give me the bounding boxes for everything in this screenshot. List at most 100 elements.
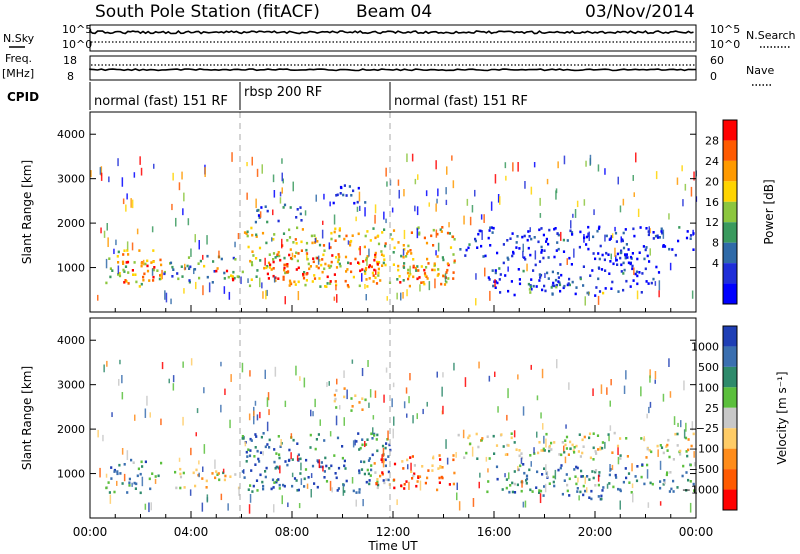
data-cell [569,447,572,450]
data-cell [382,261,385,265]
data-cell [650,281,653,285]
data-cell [563,479,566,482]
data-cell [187,256,191,259]
scatter-echo [102,434,104,442]
scatter-echo [408,396,410,404]
scatter-echo [264,257,266,266]
scatter-echo [617,456,620,465]
data-cell [126,249,129,252]
scatter-echo [310,473,313,479]
data-cell [412,474,415,478]
data-cell [575,444,578,448]
scatter-echo [241,362,244,373]
colorbar-segment [723,201,737,223]
data-cell [567,282,570,285]
data-cell [273,233,276,236]
scatter-echo [658,280,661,291]
data-cell [259,451,263,454]
data-cell [474,239,477,243]
data-cell [554,227,557,230]
colorbar-segment [723,448,737,470]
scatter-echo [279,465,281,474]
data-cell [538,279,541,282]
data-cell [373,258,376,262]
data-cell [364,201,367,204]
data-cell [502,445,505,448]
data-cell [198,276,201,280]
scatter-echo [488,375,491,382]
data-cell [641,272,644,275]
nsky-trace [89,29,694,35]
data-cell [601,489,604,492]
data-cell [322,253,325,257]
data-cell [123,270,126,273]
scatter-echo [583,199,586,206]
data-cell [420,281,423,284]
data-cell [194,484,197,488]
data-cell [359,446,362,450]
nsky-panel [89,24,697,52]
scatter-echo [284,400,287,408]
data-cell [370,468,373,472]
scatter-echo [485,456,488,462]
data-cell [679,453,682,456]
data-cell [566,239,569,242]
scatter-echo [182,361,184,368]
scatter-echo [172,172,174,181]
x-tick-label: 12:00 [376,525,411,539]
data-cell [245,232,248,235]
data-cell [313,274,316,277]
scatter-echo [355,216,357,222]
scatter-echo [339,405,341,410]
data-cell [477,445,480,449]
data-cell [558,453,561,456]
data-cell [315,265,318,268]
data-cell [631,252,634,255]
data-cell [510,432,513,435]
scatter-echo [117,158,119,167]
scatter-echo [556,359,558,369]
scatter-echo [589,154,592,165]
scatter-echo [682,199,684,207]
data-cell [334,472,337,475]
scatter-echo [522,250,524,259]
scatter-echo [448,222,450,228]
scatter-echo [382,447,385,458]
data-cell [559,289,562,293]
data-cell [625,253,628,256]
data-cell [489,226,492,230]
scatter-echo [201,502,204,512]
scatter-echo [691,290,694,299]
data-cell [234,258,237,261]
data-cell [622,261,625,265]
scatter-echo [253,416,255,425]
data-cell [547,242,550,246]
data-cell [302,276,306,280]
scatter-echo [203,444,206,454]
data-cell [486,435,489,438]
scatter-echo [451,155,453,161]
data-cell [289,206,292,209]
data-cell [381,264,384,267]
data-cell [660,227,663,231]
scatter-echo [533,447,535,454]
scatter-echo [529,227,531,233]
data-cell [259,259,262,262]
data-cell [314,447,317,451]
data-cell [320,461,323,464]
data-cell [224,474,227,478]
data-cell [550,441,553,445]
scatter-echo [563,155,566,165]
scatter-echo [455,452,457,458]
scatter-echo [181,171,183,180]
data-cell [337,466,341,470]
data-cell [548,449,551,453]
data-cell [230,274,233,277]
scatter-echo [428,202,430,207]
freq-trace [89,68,697,72]
scatter-echo [584,476,586,484]
data-cell [413,464,416,467]
data-cell [550,448,553,451]
scatter-echo [526,263,528,272]
data-cell [296,259,299,263]
